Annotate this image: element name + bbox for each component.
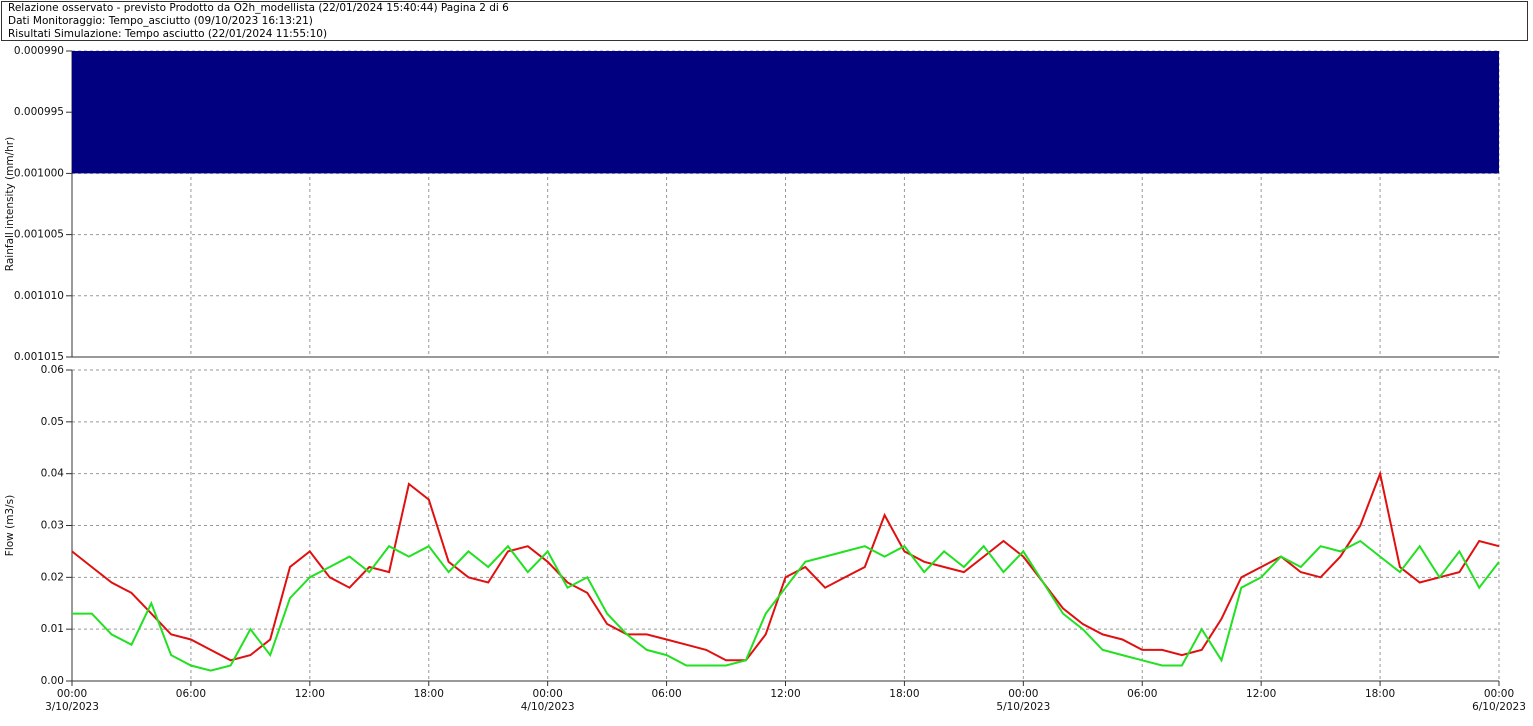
x-tick-label: 00:00	[1484, 688, 1514, 700]
y-tick-label: 0.00	[41, 675, 64, 687]
header-line: Dati Monitoraggio: Tempo_asciutto (09/10…	[8, 15, 313, 27]
x-date-label: 3/10/2023	[45, 701, 99, 713]
y-tick-label: 0.05	[41, 416, 64, 428]
y-tick-label: 0.03	[41, 520, 64, 532]
x-date-label: 4/10/2023	[521, 701, 575, 713]
y-tick-label: 0.06	[41, 364, 65, 376]
header-line: Risultati Simulazione: Tempo asciutto (2…	[8, 28, 328, 40]
x-tick-label: 00:00	[533, 688, 563, 700]
flow-line	[72, 539, 1500, 672]
x-tick-label: 18:00	[1365, 688, 1395, 700]
x-date-label: 6/10/2023	[1472, 701, 1526, 713]
y-tick-label: 0.001015	[14, 351, 64, 363]
y-tick-label: 0.000995	[14, 106, 64, 118]
y-tick-label: 0.000990	[14, 45, 64, 57]
rainfall-area	[72, 51, 1499, 174]
x-tick-label: 12:00	[295, 688, 325, 700]
x-tick-label: 12:00	[770, 688, 800, 700]
y-tick-label: 0.01	[41, 623, 64, 635]
x-tick-label: 00:00	[1008, 688, 1038, 700]
x-tick-label: 18:00	[414, 688, 444, 700]
y-tick-label: 0.001010	[14, 290, 64, 302]
header-line: Relazione osservato - previsto Prodotto …	[8, 2, 509, 14]
x-tick-label: 12:00	[1246, 688, 1276, 700]
x-tick-label: 06:00	[176, 688, 206, 700]
report-header: Relazione osservato - previsto Prodotto …	[1, 1, 1528, 41]
x-tick-label: 06:00	[1127, 688, 1157, 700]
y-axis-title: Rainfall intensity (mm/hr)	[4, 137, 16, 271]
flow-line	[71, 470, 1500, 662]
x-date-label: 5/10/2023	[996, 701, 1050, 713]
x-tick-label: 00:00	[57, 688, 87, 700]
y-axis-title: Flow (m3/s)	[4, 495, 16, 556]
x-tick-label: 06:00	[651, 688, 681, 700]
x-tick-label: 18:00	[889, 688, 919, 700]
y-tick-label: 0.001000	[14, 167, 64, 179]
y-tick-label: 0.001005	[14, 229, 64, 241]
y-tick-label: 0.02	[41, 571, 64, 583]
y-tick-label: 0.04	[41, 468, 65, 480]
